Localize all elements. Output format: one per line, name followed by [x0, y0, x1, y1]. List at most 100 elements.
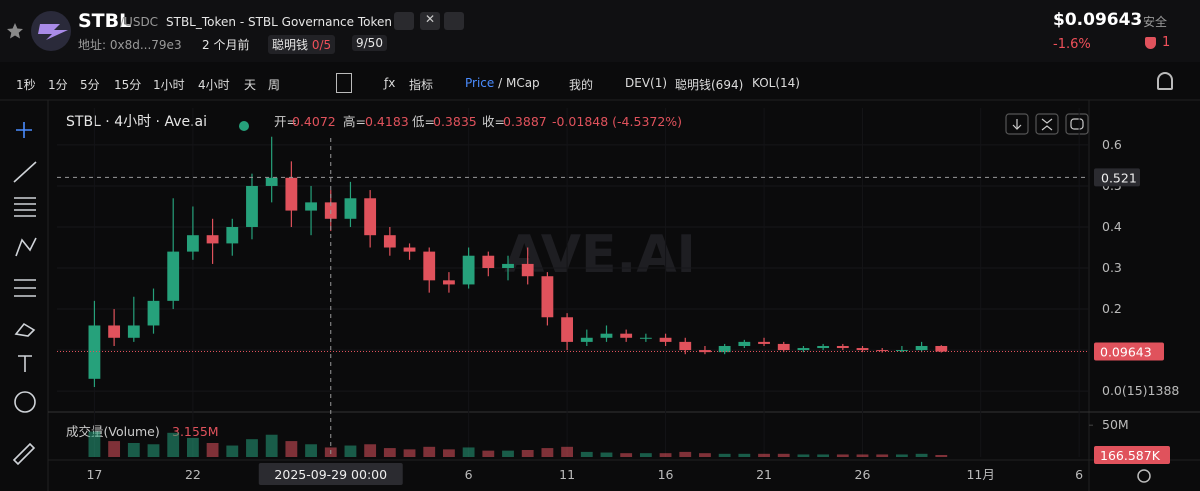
x-tick-label: 17	[86, 467, 102, 482]
candle-body	[206, 235, 219, 244]
candle-body	[403, 247, 416, 252]
smart-money-label: 聪明钱	[272, 38, 309, 52]
x-tick-label: 22	[185, 467, 201, 482]
candle-body	[127, 325, 140, 338]
interval-button[interactable]: 1秒	[16, 78, 36, 92]
candle-body	[147, 300, 160, 326]
volume-bar	[443, 449, 455, 457]
candle-body	[718, 345, 731, 353]
star-icon[interactable]	[6, 22, 24, 40]
candle-type-icon[interactable]	[336, 73, 352, 93]
volume-bar	[108, 441, 121, 457]
volume-bar	[462, 447, 475, 457]
price: $0.09643	[1053, 10, 1143, 30]
volume-bar	[502, 450, 514, 457]
candle-body	[561, 317, 573, 342]
y-tick-label: 0.0(15)1388	[1102, 383, 1179, 398]
candle-body	[679, 341, 692, 351]
crosshair-date-tag	[258, 463, 403, 485]
volume-bar	[915, 453, 928, 457]
interval-button[interactable]: 5分	[80, 78, 100, 92]
interval-button[interactable]: 1分	[48, 78, 68, 92]
volume-bar	[639, 453, 652, 457]
candle-body	[364, 198, 377, 236]
volume-bar	[876, 454, 889, 457]
close-value: 0.3887	[503, 114, 547, 129]
price-toggle[interactable]: Price	[465, 76, 495, 90]
indicators[interactable]: 指标	[409, 78, 434, 92]
volume-label: 成交量(Volume)	[66, 424, 160, 439]
shield-icon	[1145, 37, 1156, 49]
x-button[interactable]: ✕	[420, 12, 440, 30]
x-tick-label: 26	[855, 467, 871, 482]
candle-body	[423, 251, 436, 281]
candle-body	[797, 348, 810, 351]
change: -1.6%	[1053, 37, 1091, 52]
chart-controls[interactable]	[1005, 113, 1089, 135]
candle-body	[462, 255, 475, 285]
volume-bar	[699, 453, 711, 457]
mcap-toggle[interactable]: / MCap	[498, 76, 540, 90]
quote: /USDC	[120, 15, 159, 29]
last-price-tag	[1094, 342, 1164, 361]
volume-bar	[817, 454, 830, 457]
volume-bar	[147, 444, 160, 457]
candle-body	[383, 235, 396, 248]
interval-button[interactable]: 4小时	[198, 78, 230, 92]
volume-bar	[836, 454, 849, 457]
volume-bar	[226, 445, 239, 457]
settings-icon[interactable]	[1137, 469, 1151, 483]
x-tick-label: 16	[658, 467, 674, 482]
volume-bar	[364, 444, 377, 457]
volume-bar	[167, 432, 180, 457]
alert-icon[interactable]	[1157, 72, 1173, 90]
web-button[interactable]	[394, 12, 414, 30]
volume-bar	[344, 445, 357, 457]
interval-button[interactable]: 1小时	[153, 78, 185, 92]
volume-bar	[895, 454, 908, 457]
candle-body	[895, 350, 908, 352]
candle-body	[738, 341, 751, 346]
search-button[interactable]	[444, 12, 464, 30]
volume-bar	[127, 443, 140, 457]
mine[interactable]: 我的	[569, 78, 594, 92]
volume-bar	[797, 454, 810, 457]
low-label: 低=	[412, 114, 435, 129]
candle-body	[580, 337, 593, 342]
legend-title: STBL · 4小时 · Ave.ai	[66, 114, 207, 130]
crosshair-date-label: 2025-09-29 00:00	[274, 467, 387, 482]
candle-body	[856, 348, 869, 351]
dev[interactable]: DEV(1)	[625, 76, 668, 90]
volume-bar	[482, 450, 495, 457]
address[interactable]: 地址: 0x8d...79e3	[78, 38, 182, 52]
interval-button[interactable]: 周	[268, 78, 281, 92]
safety-count: 1	[1162, 35, 1171, 50]
y-tick-label: 0.6	[1102, 137, 1122, 152]
volume-bar	[383, 448, 396, 457]
kol[interactable]: KOL(14)	[752, 76, 800, 90]
candle-body	[777, 343, 790, 351]
candle-body	[758, 341, 770, 344]
interval-button[interactable]: 15分	[114, 78, 142, 92]
candle-body	[167, 251, 180, 301]
candle-body	[600, 333, 613, 338]
smart-money-count: 0/5	[311, 38, 332, 52]
holders: 9/50	[352, 35, 387, 51]
open-label: 开=	[274, 114, 297, 129]
change-value: -0.01848 (-4.5372%)	[552, 114, 682, 129]
volume-bar	[659, 453, 672, 457]
volume-bar	[580, 451, 593, 457]
smart-money-filter[interactable]: 聪明钱(694)	[675, 78, 744, 92]
interval-button[interactable]: 天	[244, 78, 257, 92]
close-label: 收=	[482, 114, 505, 129]
candle-body	[246, 185, 258, 227]
x-tick-label: 11	[559, 467, 575, 482]
fx-icon[interactable]: ƒx	[384, 76, 396, 90]
volume-bar	[423, 446, 436, 457]
volume-bar	[777, 453, 790, 457]
candle-body	[541, 276, 554, 318]
drawing-tools[interactable]	[12, 122, 37, 466]
y-tick-label: 0.3	[1102, 260, 1122, 275]
safety-label[interactable]: 安全	[1143, 15, 1168, 29]
